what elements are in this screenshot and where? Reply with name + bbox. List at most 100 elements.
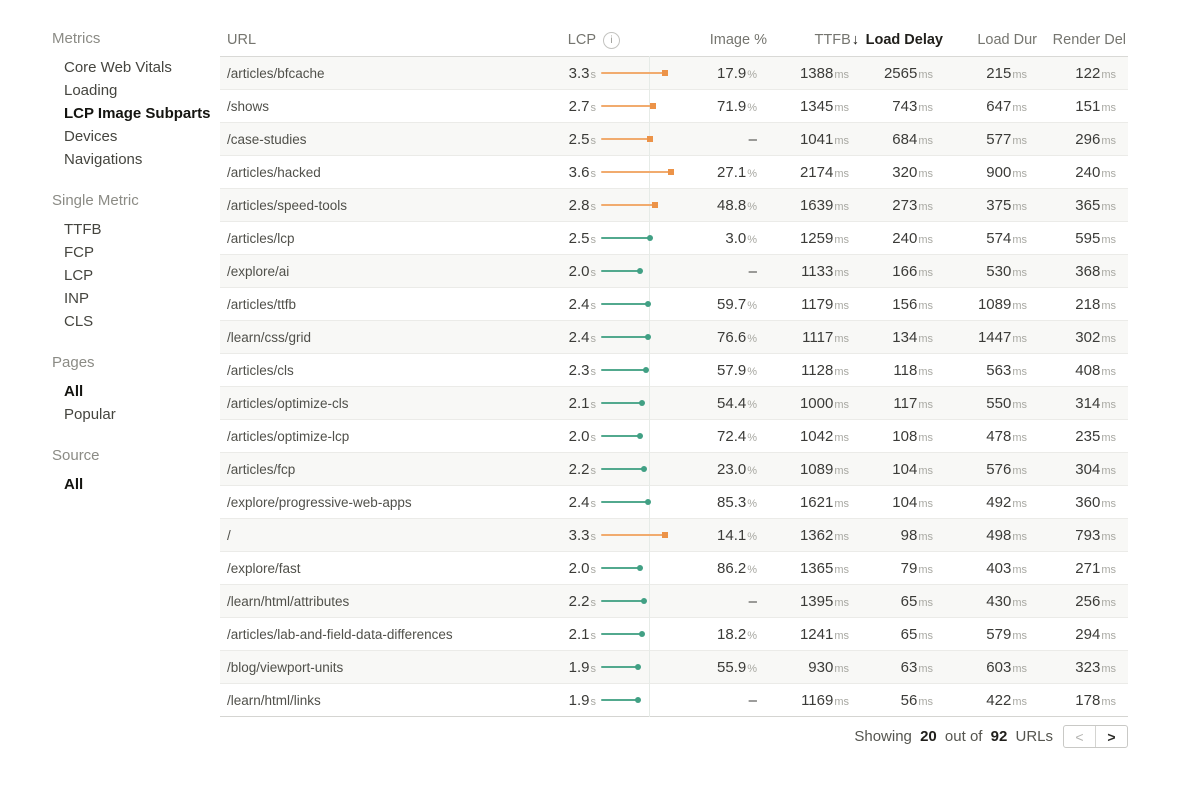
url-cell: /articles/bfcache — [227, 65, 325, 81]
column-header-ttfb[interactable]: TTFB↓ — [769, 32, 861, 48]
render-del-cell: 151ms — [1075, 97, 1116, 115]
info-icon[interactable]: i — [603, 32, 620, 49]
column-header-lcp[interactable]: LCP — [567, 32, 596, 48]
table-row[interactable]: /articles/ttfb 2.4s 59.7% 1179ms 156ms 1… — [220, 287, 1128, 321]
lcp-bar — [601, 598, 647, 604]
table-row[interactable]: /case-studies 2.5s – 1041ms 684ms 577ms … — [220, 122, 1128, 156]
sidebar-item-popular[interactable]: Popular — [64, 406, 116, 423]
lcp-marker — [636, 565, 643, 571]
total-count: 92 — [990, 728, 1008, 745]
sidebar-item-all[interactable]: All — [64, 476, 84, 493]
shown-count: 20 — [920, 728, 937, 745]
ttfb-cell: 1362ms — [799, 526, 849, 544]
lcp-bar — [601, 532, 669, 538]
url-cell: /explore/progressive-web-apps — [227, 494, 412, 510]
sidebar-item-inp[interactable]: INP — [64, 290, 90, 307]
image-percent-cell: 86.2% — [717, 559, 757, 577]
table-row[interactable]: /articles/lab-and-field-data-differences… — [220, 617, 1128, 651]
url-cell: /explore/ai — [227, 263, 290, 279]
lcp-marker — [642, 367, 649, 373]
url-cell: /learn/css/grid — [227, 329, 312, 345]
table-row[interactable]: /articles/fcp 2.2s 23.0% 1089ms 104ms 57… — [220, 452, 1128, 486]
lcp-marker — [644, 499, 651, 505]
table-row[interactable]: /articles/optimize-cls 2.1s 54.4% 1000ms… — [220, 386, 1128, 420]
render-del-cell: 368ms — [1075, 262, 1116, 280]
column-header-load-dur[interactable]: Load Dur — [977, 32, 1037, 48]
render-del-cell: 595ms — [1075, 229, 1116, 247]
ttfb-cell: 1639ms — [799, 196, 849, 214]
sidebar-item-devices[interactable]: Devices — [64, 128, 118, 145]
sidebar-item-cls[interactable]: CLS — [64, 313, 94, 330]
lcp-subparts-table: URL LCP i Image % TTFB↓ Load Delay Load … — [220, 24, 1128, 748]
table-row[interactable]: /articles/bfcache 3.3s 17.9% 1388ms 2565… — [220, 56, 1128, 90]
sidebar-item-all[interactable]: All — [64, 383, 84, 400]
lcp-bar — [601, 301, 651, 307]
ttfb-cell: 1128ms — [801, 361, 849, 379]
ttfb-cell: 1089ms — [799, 460, 849, 478]
lcp-bar — [601, 169, 674, 175]
table-row[interactable]: /learn/html/attributes 2.2s – 1395ms 65m… — [220, 584, 1128, 618]
lcp-sparkline — [598, 188, 676, 222]
load-delay-cell: 65ms — [900, 625, 933, 643]
column-header-render-del[interactable]: Render Del — [1052, 32, 1126, 48]
image-percent-cell: 76.6% — [717, 328, 757, 346]
load-delay-cell: 65ms — [900, 592, 933, 610]
load-delay-cell: 684ms — [892, 130, 933, 148]
table-row[interactable]: /articles/speed-tools 2.8s 48.8% 1639ms … — [220, 188, 1128, 222]
lcp-marker — [662, 532, 669, 538]
load-dur-cell: 215ms — [986, 64, 1027, 82]
render-del-cell: 271ms — [1075, 559, 1116, 577]
load-dur-cell: 603ms — [986, 658, 1027, 676]
table-row[interactable]: /learn/css/grid 2.4s 76.6% 1117ms 134ms … — [220, 320, 1128, 354]
previous-page-button[interactable]: < — [1064, 726, 1096, 747]
table-row[interactable]: /blog/viewport-units 1.9s 55.9% 930ms 63… — [220, 650, 1128, 684]
column-header-url[interactable]: URL — [227, 32, 257, 48]
sidebar-item-loading[interactable]: Loading — [64, 82, 118, 99]
table-row[interactable]: /learn/html/links 1.9s – 1169ms 56ms 422… — [220, 683, 1128, 717]
image-percent-cell: 3.0% — [725, 229, 757, 247]
lcp-sparkline — [598, 122, 676, 156]
load-dur-cell: 647ms — [986, 97, 1027, 115]
lcp-info: i — [598, 31, 676, 49]
table-row[interactable]: /explore/fast 2.0s 86.2% 1365ms 79ms 403… — [220, 551, 1128, 585]
lcp-cell: 1.9s — [568, 658, 596, 676]
lcp-sparkline — [598, 617, 676, 651]
lcp-marker — [650, 103, 657, 109]
table-row[interactable]: / 3.3s 14.1% 1362ms 98ms 498ms 793ms — [220, 518, 1128, 552]
column-header-image-percent[interactable]: Image % — [709, 32, 767, 48]
ttfb-cell: 1388ms — [799, 64, 849, 82]
lcp-sparkline — [598, 650, 676, 684]
load-delay-cell: 166ms — [892, 262, 933, 280]
lcp-marker — [640, 466, 647, 472]
ttfb-cell: 1117ms — [802, 328, 849, 346]
image-percent-cell: 85.3% — [717, 493, 757, 511]
table-row[interactable]: /articles/lcp 2.5s 3.0% 1259ms 240ms 574… — [220, 221, 1128, 255]
table-row[interactable]: /articles/cls 2.3s 57.9% 1128ms 118ms 56… — [220, 353, 1128, 387]
sidebar-item-navigations[interactable]: Navigations — [64, 151, 143, 168]
lcp-marker — [646, 136, 653, 142]
table-row[interactable]: /articles/optimize-lcp 2.0s 72.4% 1042ms… — [220, 419, 1128, 453]
table-row[interactable]: /explore/ai 2.0s – 1133ms 166ms 530ms 36… — [220, 254, 1128, 288]
sidebar-item-ttfb[interactable]: TTFB — [64, 221, 102, 238]
lcp-marker — [644, 334, 651, 340]
column-header-load-delay[interactable]: Load Delay — [865, 32, 943, 48]
lcp-sparkline — [598, 56, 676, 90]
table-row[interactable]: /explore/progressive-web-apps 2.4s 85.3%… — [220, 485, 1128, 519]
lcp-bar — [601, 499, 651, 505]
ttfb-cell: 930ms — [808, 658, 849, 676]
image-percent-cell: 23.0% — [717, 460, 757, 478]
sidebar-section-title: Metrics — [52, 30, 101, 47]
next-page-button[interactable]: > — [1107, 728, 1116, 745]
sidebar-item-lcp[interactable]: LCP — [64, 267, 94, 284]
lcp-marker — [640, 598, 647, 604]
image-percent-cell: – — [748, 262, 757, 280]
url-cell: /blog/viewport-units — [227, 659, 344, 675]
sidebar-item-core-web-vitals[interactable]: Core Web Vitals — [64, 59, 172, 76]
lcp-cell: 2.4s — [568, 295, 596, 313]
sidebar-item-lcp-image-subparts[interactable]: LCP Image Subparts — [64, 105, 211, 122]
sidebar-item-fcp[interactable]: FCP — [64, 244, 94, 261]
table-row[interactable]: /articles/hacked 3.6s 27.1% 2174ms 320ms… — [220, 155, 1128, 189]
lcp-cell: 3.3s — [568, 64, 596, 82]
table-row[interactable]: /shows 2.7s 71.9% 1345ms 743ms 647ms 151… — [220, 89, 1128, 123]
ttfb-cell: 1133ms — [801, 262, 849, 280]
